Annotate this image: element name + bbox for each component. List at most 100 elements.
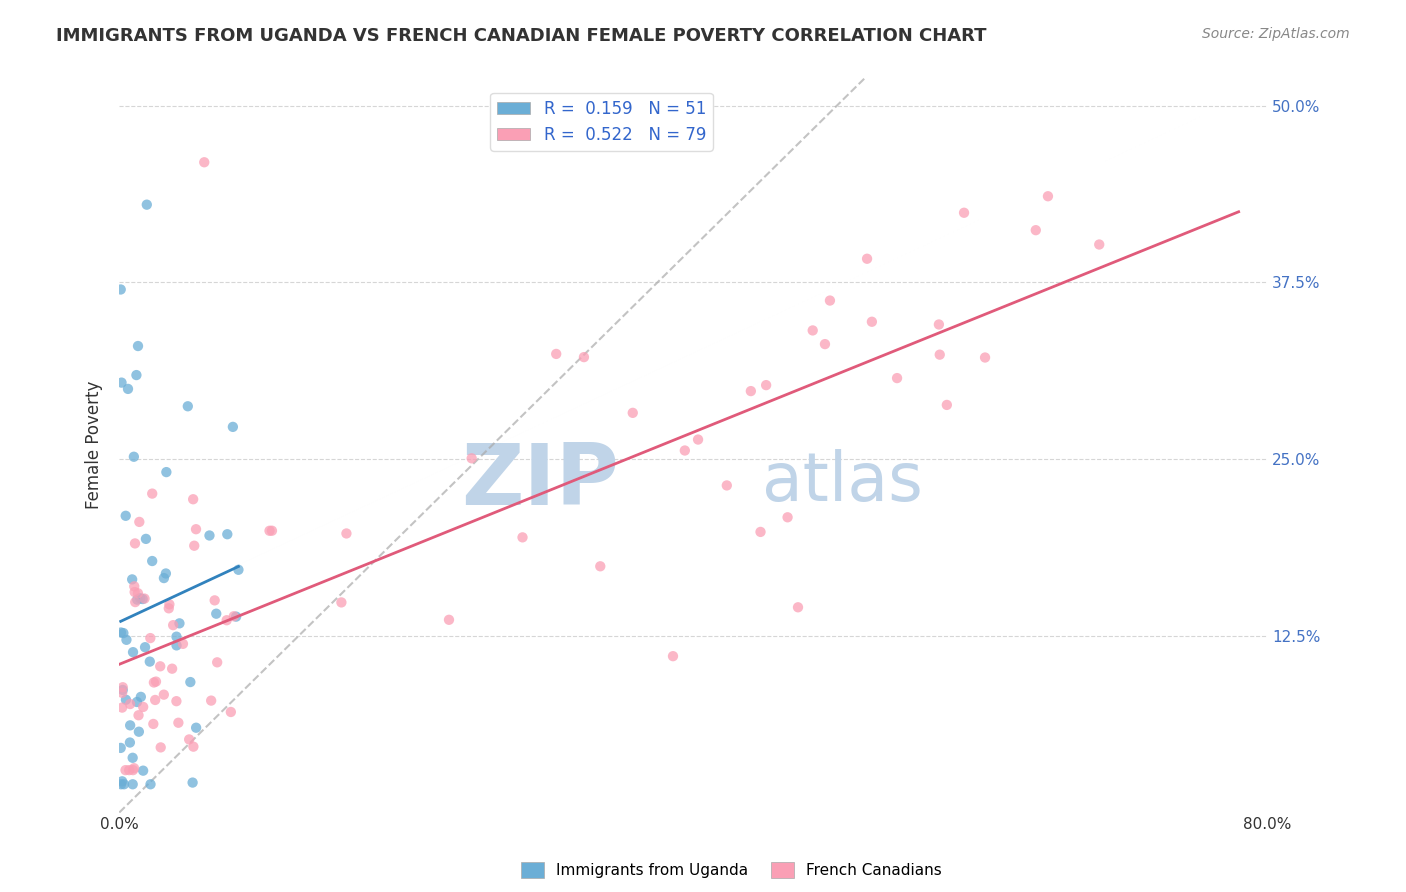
Point [572,350,595,364]
Point [928,318,950,332]
Point [686,433,709,447]
Text: atlas: atlas [762,449,924,515]
Legend: R =  0.159   N = 51, R =  0.522   N = 79: R = 0.159 N = 51, R = 0.522 N = 79 [491,93,713,151]
Point [135,197,157,211]
Point [121,777,143,791]
Point [157,598,180,612]
Point [124,585,146,599]
Point [129,591,152,606]
Point [132,764,155,778]
Point [141,554,163,568]
Point [122,450,145,464]
Point [801,323,824,337]
Point [662,649,685,664]
Point [117,382,139,396]
Point [141,486,163,500]
Point [217,527,239,541]
Point [120,718,142,732]
Point [114,763,136,777]
Point [115,692,138,706]
Point [1025,223,1047,237]
Point [183,739,205,754]
Point [155,566,177,581]
Point [787,600,810,615]
Point [935,398,957,412]
Point [118,763,141,777]
Point [125,695,148,709]
Point [260,524,283,538]
Y-axis label: Female Poverty: Female Poverty [86,381,103,509]
Point [127,586,149,600]
Point [205,656,228,670]
Point [673,443,696,458]
Point [139,655,162,669]
Point [222,609,245,624]
Point [818,293,841,308]
Point [132,700,155,714]
Point [121,751,143,765]
Point [184,721,207,735]
Point [179,675,201,690]
Point [167,715,190,730]
Point [111,682,134,697]
Point [172,637,194,651]
Point [142,675,165,690]
Point [110,625,132,640]
Point [114,508,136,523]
Point [814,337,837,351]
Point [124,595,146,609]
Point [169,616,191,631]
Point [166,630,188,644]
Point [181,775,204,789]
Point [546,347,568,361]
Point [110,283,132,297]
Point [179,732,201,747]
Point [200,693,222,707]
Point [122,645,145,659]
Point [120,697,142,711]
Point [127,339,149,353]
Point [155,465,177,479]
Point [184,522,207,536]
Point [886,371,908,385]
Point [121,573,143,587]
Point [856,252,879,266]
Point [131,592,153,607]
Point [160,662,183,676]
Point [974,351,997,365]
Point [589,559,612,574]
Point [122,579,145,593]
Point [928,348,950,362]
Point [165,694,187,708]
Point [122,761,145,775]
Point [153,688,176,702]
Point [110,777,132,791]
Point [142,717,165,731]
Point [166,639,188,653]
Point [183,539,205,553]
Point [330,595,353,609]
Point [335,526,357,541]
Point [128,515,150,529]
Point [139,777,162,791]
Point [204,593,226,607]
Point [122,763,145,777]
Point [219,705,242,719]
Point [157,601,180,615]
Point [139,631,162,645]
Point [181,492,204,507]
Point [215,613,238,627]
Point [128,708,150,723]
Point [149,659,172,673]
Point [149,740,172,755]
Point [460,451,482,466]
Point [110,740,132,755]
Point [111,680,134,694]
Point [111,700,134,714]
Point [228,563,250,577]
Point [259,524,281,538]
Point [776,510,799,524]
Legend: Immigrants from Uganda, French Canadians: Immigrants from Uganda, French Canadians [515,856,948,884]
Point [153,571,176,585]
Point [225,609,247,624]
